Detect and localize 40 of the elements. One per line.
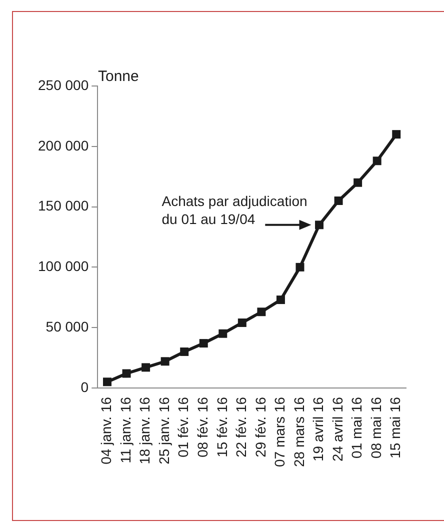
x-tick-label: 29 fév. 16: [252, 396, 268, 458]
x-tick-label: 15 fév. 16: [214, 396, 230, 458]
point: [296, 262, 304, 272]
y-tick-label: 200 000: [38, 137, 89, 154]
point: [276, 296, 285, 304]
x-tick-label: 08 mai 16: [368, 396, 384, 458]
point: [354, 178, 362, 187]
x-tick-label: 08 fév. 16: [194, 396, 210, 458]
point: [199, 339, 208, 348]
y-tick-label: 100 000: [38, 258, 89, 274]
point: [392, 130, 401, 139]
point: [103, 378, 112, 386]
x-tick-label: 11 janv. 16: [117, 396, 134, 464]
point: [315, 220, 324, 230]
point: [257, 308, 266, 316]
x-tick-label: 25 janv. 16: [156, 396, 172, 464]
x-tick-label: 28 mars 16: [290, 396, 307, 468]
point: [142, 363, 150, 372]
point: [238, 318, 246, 327]
x-tick-label: 18 janv. 16: [136, 396, 153, 464]
x-tick-label: 19 avril 16: [310, 396, 326, 462]
point: [218, 329, 228, 338]
point: [180, 347, 189, 356]
y-tick-label: 250 000: [38, 76, 89, 93]
x-tick-label: 24 avril 16: [329, 396, 346, 462]
x-tick-label: 22 fév. 16: [233, 396, 250, 458]
x-tick-label: 01 fév. 16: [175, 396, 192, 458]
x-tick-label: 01 mai 16: [348, 396, 365, 458]
x-tick-label: 07 mars 16: [272, 396, 288, 468]
point: [334, 196, 343, 205]
point: [122, 369, 131, 378]
x-tick-label: 04 janv. 16: [98, 396, 114, 464]
y-tick-label: 0: [80, 378, 89, 395]
y-tick-label: 150 000: [38, 198, 89, 214]
point: [160, 357, 170, 366]
point: [372, 156, 382, 166]
x-tick-label: 15 mai 16: [387, 396, 404, 458]
annotation: Achats par adjudication du 01 au 19/04: [162, 192, 308, 227]
y-tick-label: 50 000: [46, 318, 89, 334]
y-axis-title: Tonne: [98, 68, 139, 85]
